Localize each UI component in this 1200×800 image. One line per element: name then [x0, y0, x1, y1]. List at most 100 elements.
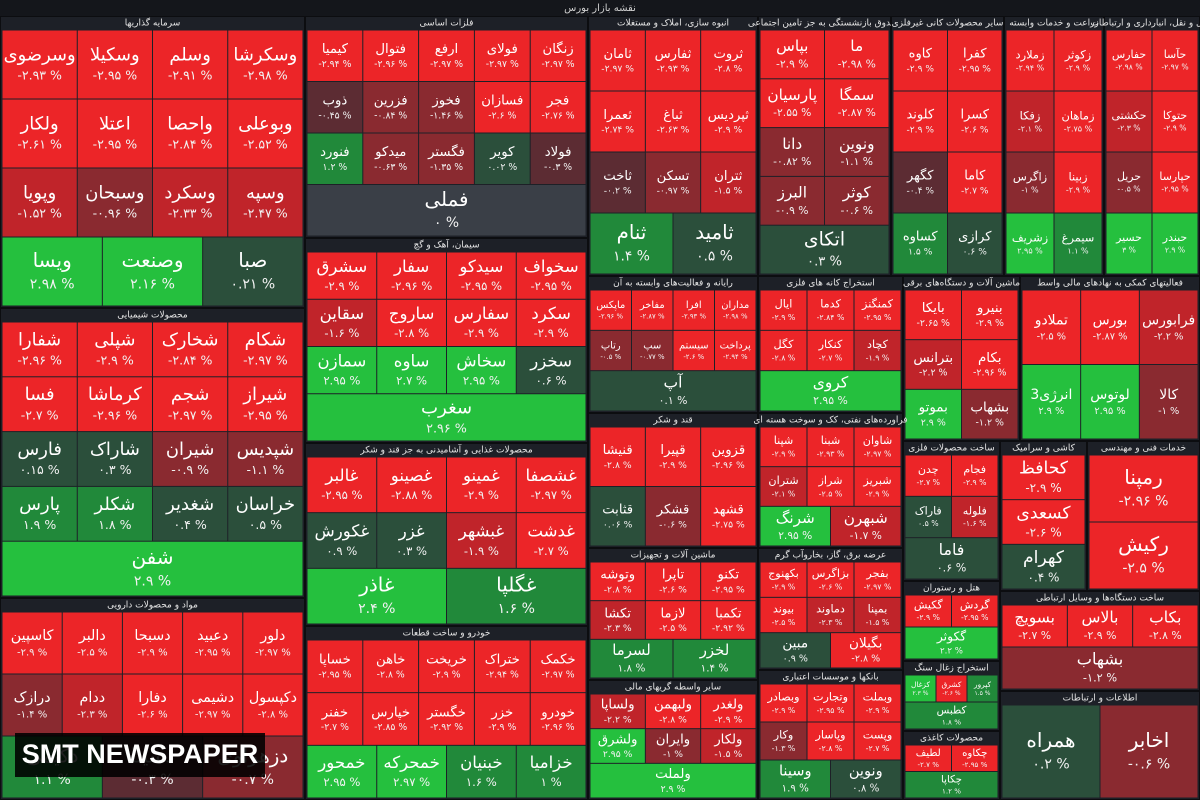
tile-change: -۲.۳ % — [1117, 124, 1140, 133]
tile-box — [645, 427, 701, 486]
tile-symbol: وایران — [656, 732, 690, 747]
tile-change: -۲.۹ % — [137, 647, 167, 658]
tile-change: ۰.۴ % — [1028, 570, 1060, 584]
tile-change: -۲.۶ % — [137, 709, 167, 720]
tile-symbol: غبشهر — [458, 522, 505, 542]
tile: ثفارس -۲.۹۳ % — [645, 30, 701, 91]
tile-symbol: خزر — [490, 705, 513, 720]
tile: کسعدی -۲.۶ % — [1002, 500, 1085, 544]
tile-box — [905, 772, 998, 798]
tile-change: -۲.۹۶ % — [1119, 494, 1169, 510]
tile-symbol: قپیرا — [660, 443, 685, 458]
tile-change: ۲.۹ % — [1165, 246, 1185, 255]
tile: سشرق -۲.۹ % — [307, 252, 377, 299]
tile-symbol: خاهن — [376, 653, 405, 668]
tile-box — [2, 322, 77, 377]
tile-box — [228, 486, 303, 541]
tile: تسکن -۰.۹۷ % — [645, 152, 701, 213]
tile-symbol: میدکو — [374, 145, 406, 160]
tile-box — [590, 763, 756, 798]
tile-symbol: فلوله — [963, 504, 987, 517]
tile-box — [701, 152, 756, 213]
tile-box — [807, 597, 854, 633]
tile-change: -۱.۱ % — [841, 155, 873, 168]
tile: ثباغ -۲.۶۳ % — [645, 91, 701, 152]
tile-symbol: فجام — [963, 463, 986, 476]
tile-change: -۲.۶ % — [659, 584, 687, 595]
tile-change: -۲.۹ % — [17, 647, 47, 658]
tile: کگهر -۰.۴ % — [893, 152, 947, 213]
sector: رایانه و فعالیت‌های وابسته به آن مداران -۲… — [588, 276, 758, 413]
tile: بگیلان -۲.۸ % — [831, 633, 901, 668]
tile-box — [2, 612, 62, 674]
tile: شکلر ۱.۸ % — [77, 486, 152, 541]
tile-box — [1139, 290, 1198, 364]
tile: وتوشه-۲.۸ % — [590, 562, 645, 601]
tile-symbol: قثابت — [602, 503, 633, 518]
sector-title: صندوق بازنشستگی به جز تامین اجتماعی — [748, 17, 901, 29]
tile-change: ۱.۲ % — [942, 786, 961, 795]
tile-box — [1089, 522, 1198, 589]
tile-symbol: تکمبا — [715, 606, 742, 621]
tile-box — [516, 347, 586, 394]
tile-change: -۰.۹ % — [171, 462, 209, 477]
tile-symbol: اعتلا — [99, 114, 131, 135]
tile-symbol: شاراک — [90, 439, 140, 460]
sector-title: استخراج زغال سنگ — [914, 662, 988, 674]
tile-box — [1089, 455, 1198, 522]
tile-change: -۲.۸۴ % — [168, 137, 213, 152]
tile: اتکای ۰.۳ % — [760, 225, 889, 274]
tile-box — [893, 152, 947, 213]
tile-box — [760, 760, 830, 798]
tile-change: -۲.۹۷ % — [168, 407, 213, 422]
tile-symbol: وسپه — [246, 183, 285, 204]
tile-change: -۲.۵ % — [659, 623, 687, 634]
tile: فخوز-۱.۴۶ % — [419, 82, 474, 133]
tile-symbol: حپارسا — [1159, 170, 1190, 183]
tile-change: -۲.۶ % — [961, 125, 989, 135]
tile: تملادو -۲.۵ % — [1022, 290, 1081, 364]
tile-change: -۲.۷ % — [819, 353, 843, 362]
tile-symbol: صبا — [238, 248, 267, 272]
tile-symbol: دعبید — [197, 628, 228, 644]
tile-change: -۰.۶ % — [1128, 757, 1170, 773]
tile-change: -۲.۶۳ % — [657, 125, 690, 136]
tile-change: -۱.۲ % — [1083, 672, 1117, 685]
tile: خاهن-۲.۸ % — [363, 640, 419, 693]
tile-symbol: اتکای — [804, 230, 845, 251]
tile-symbol: خراسان — [236, 494, 296, 515]
tile-box — [701, 487, 756, 546]
tile-change: -۲.۸۸ % — [391, 488, 432, 502]
tile-symbol: کیمیا — [322, 42, 349, 57]
tile: بکاب -۲.۸ % — [1133, 605, 1198, 647]
tile-box — [530, 640, 586, 693]
tile-change: ۰.۶ % — [937, 562, 967, 575]
tile: شخارک -۲.۸۴ % — [153, 322, 228, 377]
tile-symbol: تکشا — [604, 606, 631, 621]
tile-symbol: کپرور — [973, 680, 991, 689]
tile-box — [377, 299, 446, 346]
tile-change: ۲.۳ % — [913, 690, 929, 697]
tile-symbol: فارس — [17, 439, 62, 460]
tile-box — [377, 457, 446, 513]
tile-symbol: خبنیان — [460, 753, 503, 772]
tile: بشهاب -۱.۲ % — [962, 389, 1018, 439]
tile-box — [948, 30, 1002, 91]
tile-box — [447, 252, 516, 299]
tile-change: -۲.۸ % — [377, 669, 405, 680]
tile-box — [77, 99, 152, 168]
tile-change: -۲.۹۶ % — [374, 59, 407, 70]
tile-box — [2, 674, 62, 736]
tile-change: -۲.۳ % — [77, 709, 107, 720]
tile-box — [760, 597, 807, 633]
tile-change: -۱ % — [663, 749, 683, 760]
tile-change: -۰.۷۷ % — [640, 353, 665, 361]
tile-change: ۲.۱۶ % — [130, 277, 175, 293]
tile: شپدیس -۱.۱ % — [228, 432, 303, 486]
tile-box — [243, 674, 303, 736]
tile-box — [307, 185, 586, 236]
tile-symbol: بورس — [1093, 312, 1128, 328]
tile: زماهان-۲.۷۵ % — [1054, 91, 1102, 152]
